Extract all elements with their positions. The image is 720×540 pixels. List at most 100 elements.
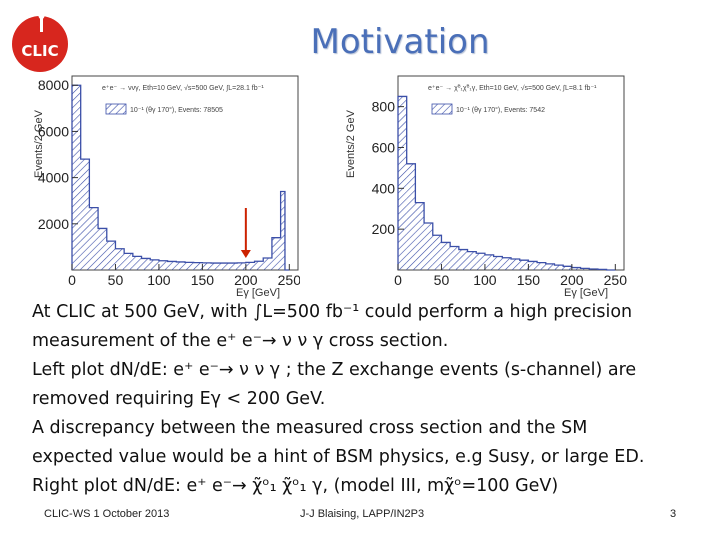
right-plot-bar — [476, 253, 485, 270]
left-plot-bar — [228, 263, 238, 270]
body-line: Left plot dN/dE: e⁺ e⁻→ ν ν γ ; the Z ex… — [32, 360, 637, 380]
right-plot-bar — [571, 267, 581, 270]
right-plot-histogram-outline — [397, 95, 616, 271]
left-plot-bar — [176, 261, 185, 270]
clic-logo: CLIC — [6, 6, 84, 74]
left-plot-bar — [150, 259, 159, 270]
right-plot-bar — [424, 223, 433, 270]
right-legend-swatch — [431, 103, 453, 115]
left-plot-bar — [219, 263, 229, 270]
logo-dot — [38, 13, 45, 19]
right-plot-x-tick-label: 50 — [434, 272, 450, 288]
left-plot-bar — [254, 261, 264, 270]
left-plot-bar — [271, 237, 281, 270]
right-plot-bar — [563, 266, 572, 270]
left-plot-y-tick-label: 6000 — [38, 123, 69, 139]
right-plot-bar — [484, 254, 494, 270]
slide-title: Motivation — [310, 22, 490, 62]
right-legend-text: 10⁻¹ (θγ 170°), Events: 7542 — [456, 106, 545, 114]
right-plot-bar — [554, 265, 564, 270]
left-plot-x-tick-label: 0 — [68, 272, 76, 288]
right-plot-bar — [502, 257, 511, 270]
right-plot-x-tick-label: 0 — [394, 272, 402, 288]
body-line: A discrepancy between the measured cross… — [32, 418, 588, 438]
left-plot-bar — [202, 262, 212, 270]
left-plot-bar — [132, 256, 142, 270]
left-plot-bar — [245, 262, 255, 270]
left-plot-bar — [106, 241, 116, 270]
right-plot-y-tick-label: 800 — [372, 99, 396, 115]
right-plot-x-tick-label: 200 — [560, 272, 584, 288]
body-line: At CLIC at 500 GeV, with ∫L=500 fb⁻¹ cou… — [32, 302, 633, 322]
right-plot-bar — [511, 258, 520, 270]
left-ylabel: Events/2 GeV — [33, 109, 45, 178]
left-plot-svg: 0 50 100 150 200 250 2000 4000 6000 8000 10⁻¹ (θγ… — [33, 75, 300, 299]
right-plot: 0 50 100 150 200 250 200 400 600 800 10⁻¹ (θγ 170… — [340, 74, 630, 304]
right-chart-title: e⁺e⁻ → χ̃⁰₁χ̃⁰₁γ, Eth=10 GeV, √s=500 GeV… — [428, 84, 597, 92]
right-plot-bar — [467, 251, 477, 270]
left-plot-x-tick-label: 250 — [278, 272, 300, 288]
left-plot-bar — [193, 262, 203, 270]
right-plot-y-tick-label: 400 — [372, 180, 396, 196]
left-plot-y-tick-label: 4000 — [38, 170, 69, 186]
slide-body: At CLIC at 500 GeV, with ∫L=500 fb⁻¹ cou… — [32, 298, 712, 501]
right-plot-x-tick-label: 250 — [604, 272, 628, 288]
left-plot-x-tick-label: 100 — [147, 272, 171, 288]
left-plot-bar — [263, 257, 272, 270]
right-plot-bar — [537, 262, 546, 270]
right-plot-bar — [406, 163, 416, 270]
logo-bar — [40, 12, 43, 32]
body-line: removed requiring Eγ < 200 GeV. — [32, 389, 326, 409]
right-plot-bar — [432, 235, 442, 270]
right-plot-bar — [398, 96, 407, 270]
right-plot-bar — [545, 263, 555, 270]
left-plot-bar — [115, 248, 125, 270]
logo-circle — [12, 16, 68, 72]
footer-author: J-J Blaising, LAPP/IN2P3 — [300, 508, 425, 520]
right-ylabel: Events/2 GeV — [345, 109, 357, 178]
left-plot-bar — [167, 261, 177, 270]
body-line: Right plot dN/dE: e⁺ e⁻→ χ̃ᵒ₁ χ̃ᵒ₁ γ, (m… — [32, 476, 559, 496]
right-plot-bar — [450, 246, 459, 270]
left-plot-bar — [211, 263, 220, 270]
left-plot-y-tick-label: 8000 — [38, 77, 69, 93]
right-plot-bar — [528, 261, 538, 270]
left-plot-histogram-outline — [71, 84, 290, 271]
logo-text: CLIC — [21, 42, 58, 60]
left-plot-x-tick-label: 150 — [191, 272, 215, 288]
left-plot-x-tick-label: 200 — [234, 272, 258, 288]
left-chart-title: e⁺e⁻ → ννγ, Eth=10 GeV, √s=500 GeV, ∫L=2… — [102, 84, 264, 92]
left-plot-bar — [158, 260, 168, 270]
footer-date: CLIC-WS 1 October 2013 — [44, 508, 170, 520]
right-plot-bar — [493, 256, 503, 270]
right-plot-x-tick-label: 150 — [517, 272, 541, 288]
right-plot-bar — [441, 242, 451, 270]
left-legend-text: 10⁻¹ (θγ 170°), Events: 78505 — [130, 106, 223, 114]
right-xlabel: Eγ [GeV] — [564, 287, 608, 299]
left-plot-bar — [98, 228, 107, 270]
left-plot-bar — [280, 191, 285, 270]
left-plot-bar — [89, 207, 99, 270]
left-legend-swatch — [105, 103, 127, 115]
body-line: measurement of the e⁺ e⁻→ ν ν γ cross se… — [32, 331, 449, 351]
right-plot-y-tick-label: 200 — [372, 221, 396, 237]
left-plot-bar — [124, 253, 133, 270]
left-plot-cut-arrow-head — [240, 250, 251, 258]
right-plot-bar — [458, 249, 468, 270]
right-plot-bar — [580, 268, 590, 270]
left-plot-bar — [237, 262, 246, 270]
right-plot-svg: 0 50 100 150 200 250 200 400 600 800 10⁻¹ (θγ 170… — [345, 75, 628, 299]
right-plot-bar — [519, 260, 529, 270]
left-plot-bar — [141, 258, 151, 270]
right-plot-x-tick-label: 100 — [473, 272, 497, 288]
body-line: expected value would be a hint of BSM ph… — [32, 447, 645, 467]
footer-page-number: 3 — [670, 508, 677, 520]
left-xlabel: Eγ [GeV] — [236, 287, 280, 299]
left-plot-bar — [185, 262, 194, 270]
left-plot-x-tick-label: 50 — [108, 272, 124, 288]
left-plot-bar — [80, 159, 90, 270]
right-plot-bar — [415, 202, 425, 270]
right-plot-y-tick-label: 600 — [372, 139, 396, 155]
left-plot: 0 50 100 150 200 250 2000 4000 6000 8000 10⁻¹ (θγ… — [28, 74, 300, 304]
left-plot-y-tick-label: 2000 — [38, 216, 69, 232]
